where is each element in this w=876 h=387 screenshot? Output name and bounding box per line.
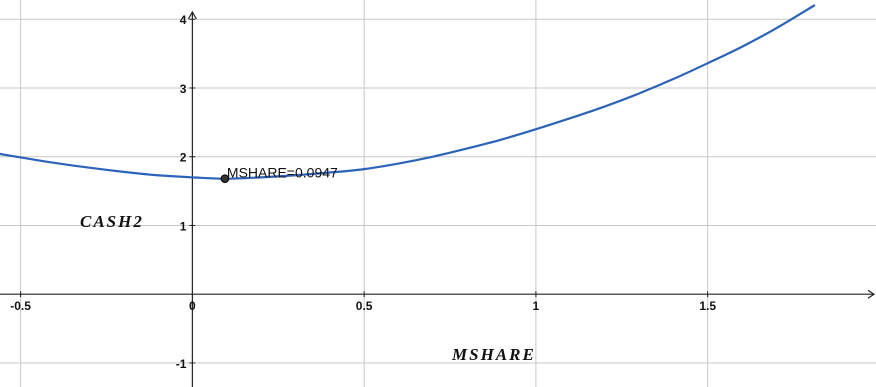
point-label: MSHARE=0.0947 — [227, 165, 338, 181]
y-axis-arrow — [187, 10, 197, 20]
x-tick-label: 1 — [533, 299, 540, 313]
x-tick-label: 1.5 — [699, 299, 716, 313]
y-axis-title: CASH2 — [80, 212, 144, 231]
series-layer — [0, 4, 816, 180]
y-tick-label: -1 — [176, 357, 187, 371]
highlight-point — [220, 174, 230, 184]
tick-labels: -0.5 0 0.5 1 1.5 -1 1 2 3 4 — [10, 13, 716, 371]
y-tick-label: 1 — [180, 219, 187, 233]
point-layer — [220, 174, 230, 184]
y-tick-label: 3 — [180, 82, 187, 96]
x-tick-label: 0 — [189, 299, 196, 313]
x-tick-label: -0.5 — [10, 299, 31, 313]
y-tick-label: 2 — [180, 151, 187, 165]
x-axis-arrow — [867, 289, 876, 299]
x-axis-title: MSHARE — [451, 345, 536, 364]
axes — [0, 10, 876, 387]
x-tick-label: 0.5 — [356, 299, 373, 313]
series-line — [0, 4, 816, 180]
y-tick-label: 4 — [180, 13, 187, 27]
